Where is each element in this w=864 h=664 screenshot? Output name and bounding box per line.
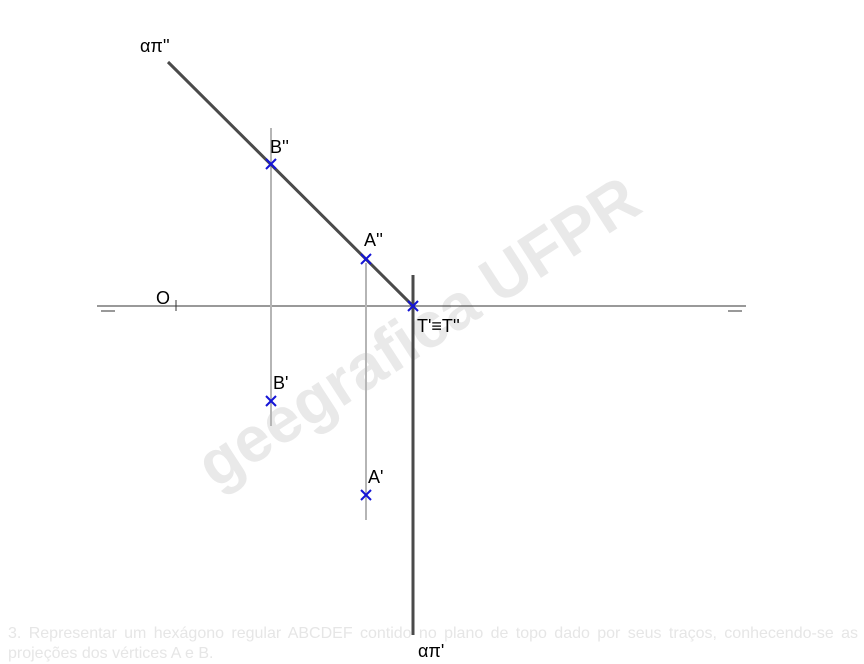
label-horizontal-trace: απ' xyxy=(418,641,444,661)
point-a-horizontal-marker xyxy=(360,489,372,501)
point-b-horizontal-marker xyxy=(265,395,277,407)
label-b-vertical: B'' xyxy=(270,137,289,157)
vertical-trace-line xyxy=(166,60,415,308)
label-a-vertical: A'' xyxy=(364,230,383,250)
point-t-marker xyxy=(407,300,419,312)
label-t: T'≡T'' xyxy=(417,316,460,336)
label-origin: O xyxy=(156,288,170,308)
exercise-number: 3. xyxy=(8,625,22,642)
label-b-horizontal: B' xyxy=(273,373,288,393)
point-b-vertical-marker xyxy=(265,158,277,170)
label-a-horizontal: A' xyxy=(368,467,383,487)
label-vertical-trace: απ'' xyxy=(140,36,170,56)
point-a-vertical-marker xyxy=(360,253,372,265)
exercise-text: Representar um hexágono regular ABCDEF c… xyxy=(8,625,858,662)
exercise-statement: 3. Representar um hexágono regular ABCDE… xyxy=(8,624,858,664)
